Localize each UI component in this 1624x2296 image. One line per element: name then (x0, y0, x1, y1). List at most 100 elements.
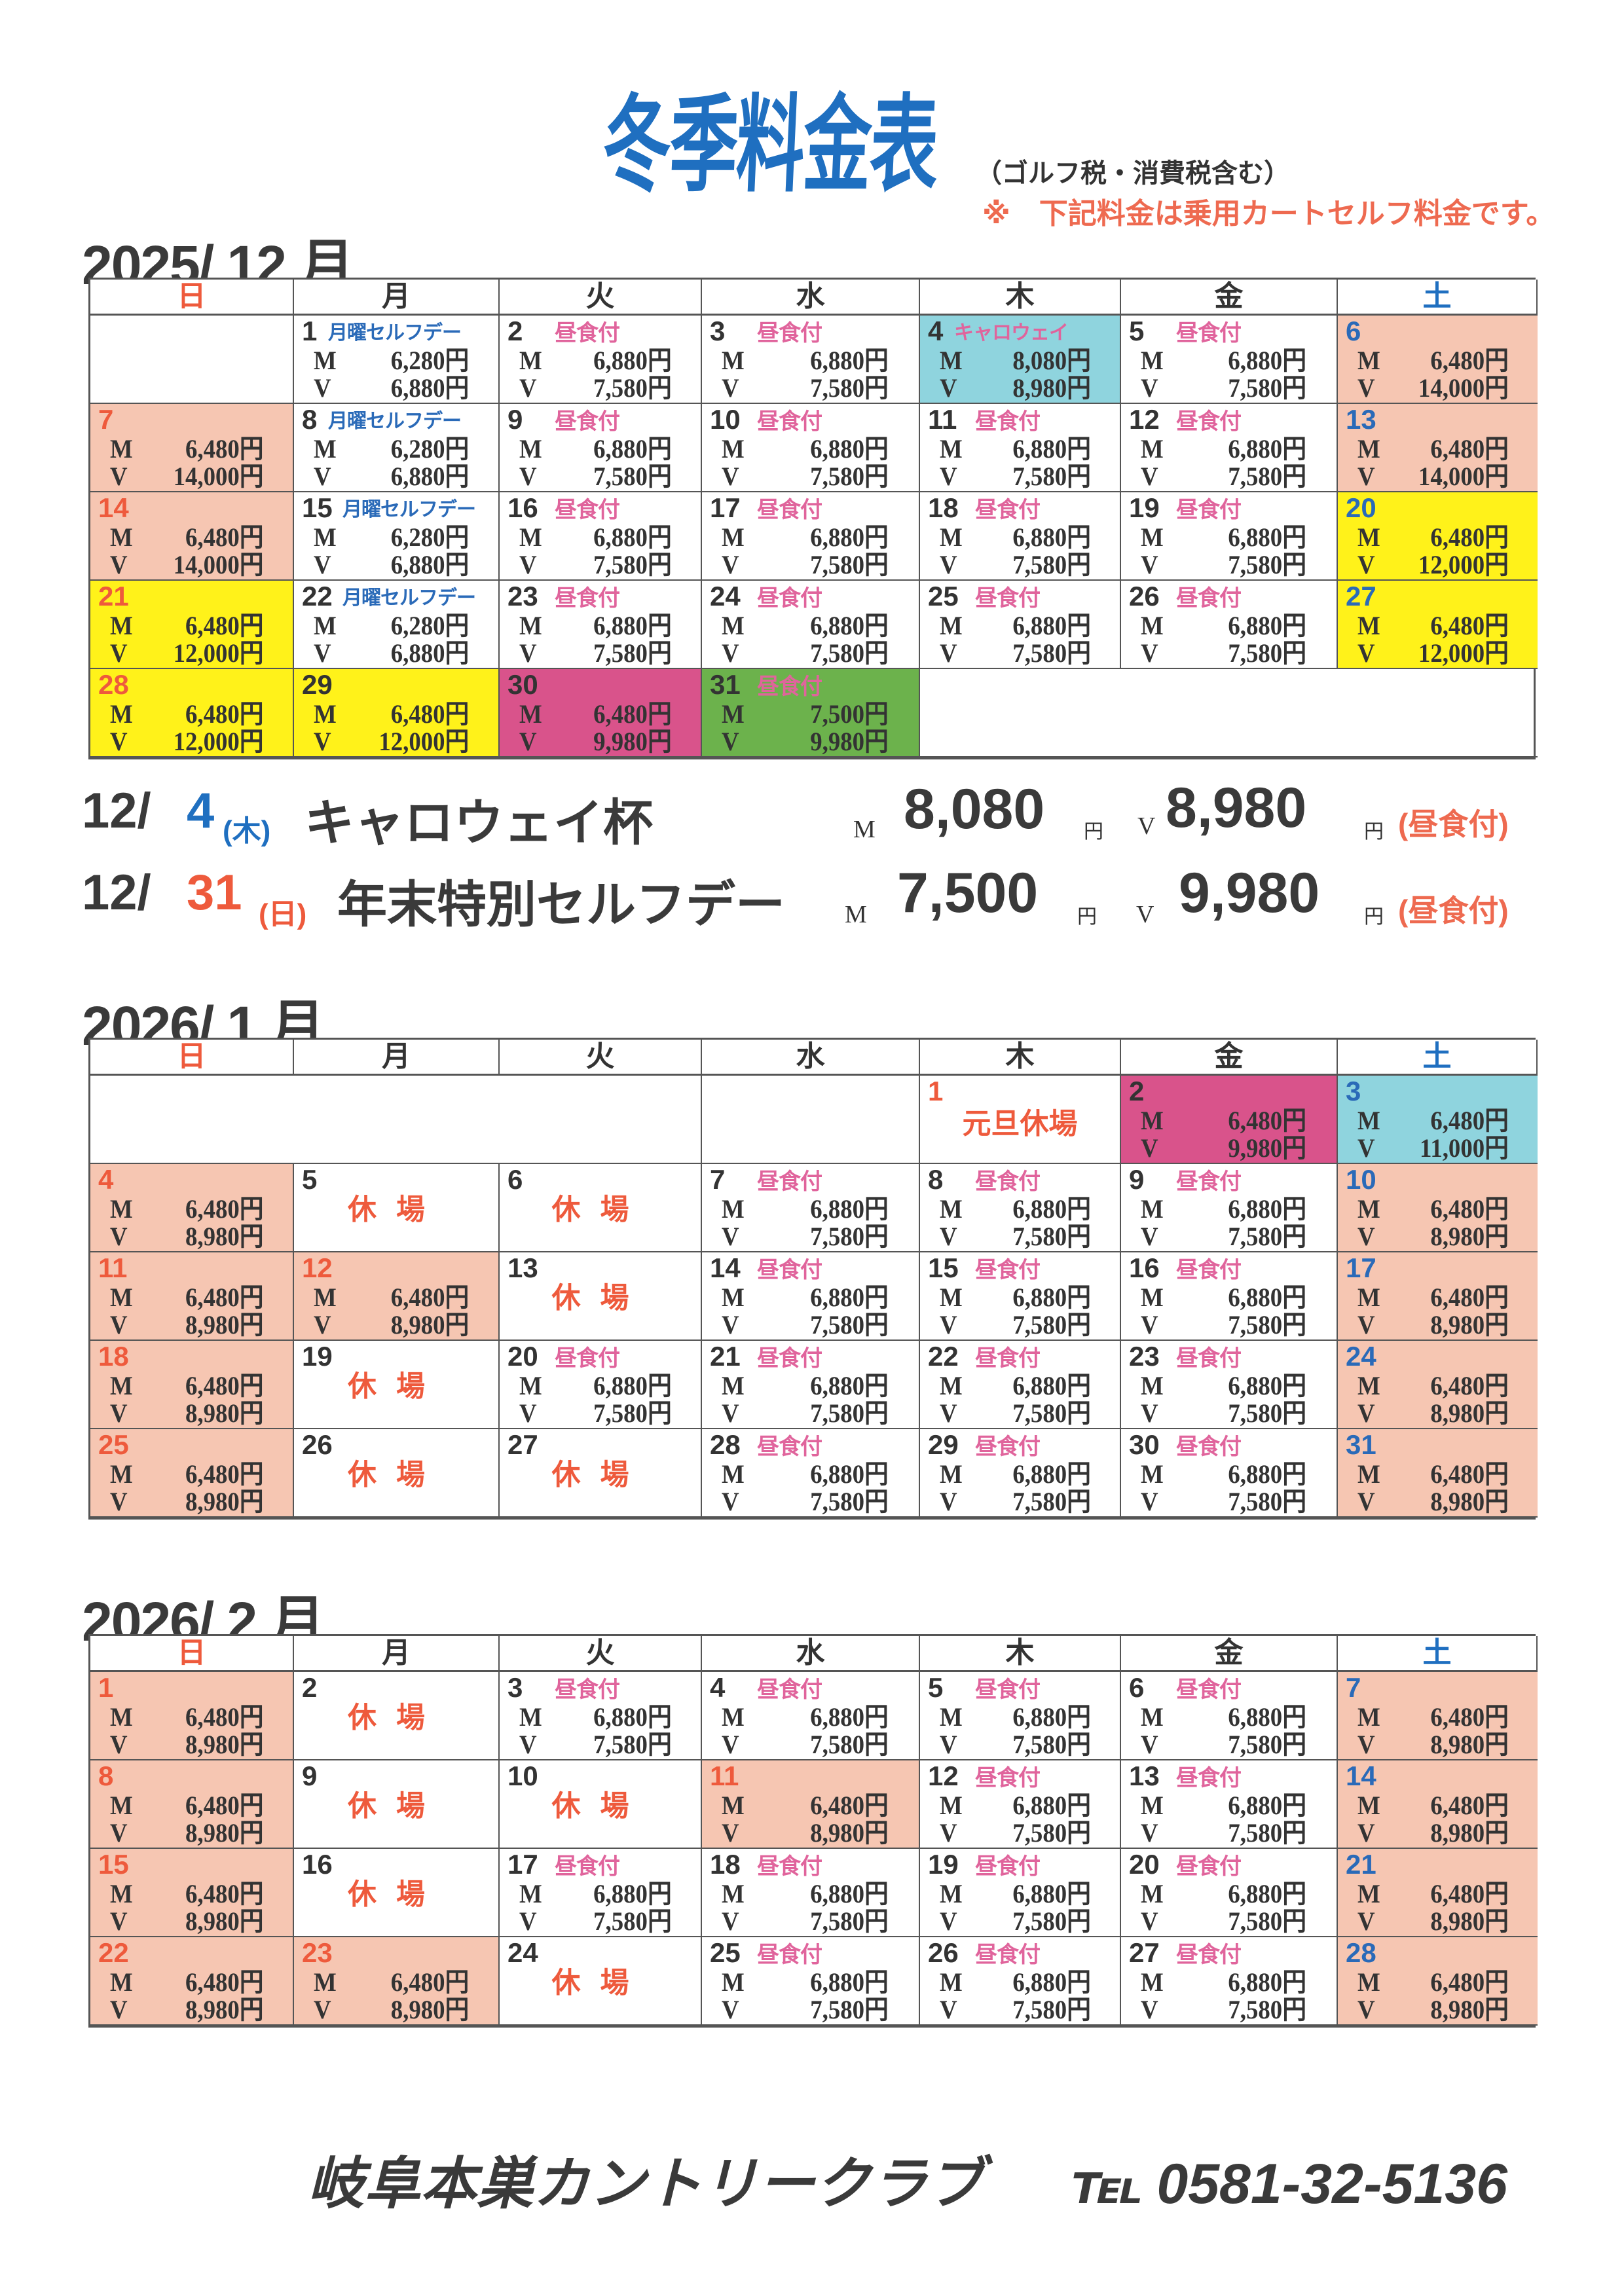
price-amount: 6,880 (810, 1702, 865, 1732)
price-value: 7,580円 (593, 463, 672, 490)
day-cell: 31 M 6,480円 V 8,980円 (1338, 1429, 1538, 1518)
visitor-price-row: V 7,580円 (1141, 551, 1306, 579)
price-value: 6,480円 (391, 701, 470, 728)
member-price-row: M 6,880円 (940, 1704, 1091, 1731)
yen-unit: 円 (239, 611, 264, 640)
day-cell: 13 休場 (500, 1252, 702, 1341)
price-type: V (1357, 550, 1375, 579)
day-number: 28 (98, 669, 129, 700)
yen-unit: 円 (1485, 1133, 1509, 1163)
price-value: 6,880円 (593, 1704, 672, 1731)
price-amount: 7,580 (1012, 462, 1067, 491)
closed-label: 休場 (348, 1459, 445, 1491)
day-number: 7 (710, 1164, 726, 1195)
price-type: V (110, 1906, 128, 1936)
day-number: 15 (302, 492, 333, 523)
yen-unit: 円 (1067, 1283, 1091, 1312)
price-type: M (110, 522, 133, 552)
member-price-row: M 6,880円 (722, 612, 889, 640)
price-amount: 8,980 (390, 1995, 445, 2024)
price-value: 7,500円 (810, 701, 889, 728)
day-number: 19 (928, 1849, 959, 1880)
yen-unit: 円 (647, 1398, 672, 1428)
price-amount: 9,980 (810, 727, 865, 756)
weekday-header: 水 (702, 1636, 920, 1672)
price-amount: 7,580 (810, 1906, 865, 1936)
price-type: V (314, 462, 331, 491)
member-price-row: M 6,880円 (940, 1880, 1091, 1908)
price-amount: 6,880 (810, 1371, 865, 1400)
day-cell: 1 元旦休場 (920, 1076, 1121, 1164)
visitor-price-row: V 7,580円 (722, 463, 889, 490)
member-price-row: M 6,480円 (1357, 1372, 1509, 1400)
price-amount: 7,580 (1012, 1222, 1067, 1251)
price-type: V (1141, 1133, 1158, 1163)
price-type: M (1141, 1459, 1164, 1489)
price-type: V (722, 1398, 739, 1428)
day-label: 昼食付 (1176, 1258, 1242, 1283)
yen-unit: 円 (1485, 1487, 1509, 1516)
page-title: 冬季料金表 (600, 87, 940, 205)
visitor-price-row: V 14,000円 (1357, 374, 1509, 402)
price-amount: 6,880 (1012, 1283, 1067, 1312)
weekday-header: 土 (1338, 1040, 1538, 1076)
price-type: M (519, 1879, 542, 1908)
visitor-price-row: V 14,000円 (110, 551, 264, 579)
day-label: 昼食付 (975, 586, 1041, 611)
price-type: M (1141, 1879, 1164, 1908)
price-type: V (722, 373, 739, 403)
closed-label: 休場 (551, 1967, 649, 1999)
price-amount: 6,480 (1430, 1283, 1485, 1312)
price-value: 7,580円 (1012, 1908, 1091, 1935)
price-type: M (940, 1791, 963, 1820)
price-type: M (110, 1702, 133, 1732)
day-number: 5 (928, 1672, 944, 1703)
member-price-row: M 6,880円 (722, 1880, 889, 1908)
visitor-price-row: V 8,980円 (1357, 1488, 1509, 1516)
day-number: 5 (1129, 316, 1145, 346)
price-type: V (314, 550, 331, 579)
yen-unit: 円 (445, 727, 470, 756)
day-label: 昼食付 (555, 409, 620, 434)
day-label: キャロウェイ (954, 322, 1069, 344)
price-value: 6,880円 (1012, 1284, 1091, 1311)
price-value: 7,580円 (1228, 1908, 1306, 1935)
member-price-row: M 6,880円 (1141, 524, 1306, 551)
price-value: 6,480円 (1430, 1372, 1509, 1400)
member-price-row: M 6,480円 (314, 1284, 469, 1311)
price-amount: 7,580 (593, 373, 648, 403)
price-value: 7,580円 (1012, 1223, 1091, 1250)
price-amount: 8,980 (1430, 1995, 1485, 2024)
price-amount: 12,000 (173, 638, 240, 668)
event-v-label: V (1137, 812, 1156, 840)
day-cell: 28 M 6,480円 V 8,980円 (1338, 1937, 1538, 2026)
visitor-price-row: V 7,580円 (940, 640, 1091, 667)
day-number: 4 (98, 1164, 114, 1195)
yen-unit: 円 (1282, 373, 1306, 403)
yen-unit: 円 (445, 1310, 470, 1339)
visitor-price-row: V 7,580円 (1141, 1311, 1306, 1339)
day-cell: 16 昼食付 M 6,880円 V 7,580円 (1121, 1252, 1338, 1341)
yen-unit: 円 (647, 1879, 672, 1908)
day-number: 20 (1346, 492, 1376, 523)
price-type: M (940, 346, 963, 375)
visitor-price-row: V 7,580円 (1141, 1819, 1306, 1847)
price-amount: 12,000 (1418, 638, 1485, 668)
price-amount: 6,480 (185, 1879, 240, 1908)
yen-unit: 円 (864, 462, 889, 491)
member-price-row: M 6,280円 (314, 612, 469, 640)
calendar-jan-2026: 日月火水木金土 1 元旦休場 2 M 6,480円 V 9,980円 3 M 6,480円 V 11,0… (88, 1038, 1538, 1520)
price-type: M (1357, 1371, 1380, 1400)
day-cell: 10 M 6,480円 V 8,980円 (1338, 1164, 1538, 1252)
visitor-price-row: V 7,580円 (519, 463, 672, 490)
price-amount: 7,580 (1228, 1818, 1283, 1848)
price-value: 6,880円 (810, 347, 889, 374)
price-amount: 7,580 (593, 1398, 648, 1428)
event-m-price: 7,500 (897, 862, 1039, 924)
price-type: M (110, 1967, 133, 1997)
price-value: 14,000円 (174, 463, 264, 490)
visitor-price-row: V 7,580円 (940, 1400, 1091, 1427)
day-cell: 30 昼食付 M 6,880円 V 7,580円 (1121, 1429, 1338, 1518)
price-amount: 6,880 (593, 346, 648, 375)
member-price-row: M 6,280円 (314, 524, 469, 551)
